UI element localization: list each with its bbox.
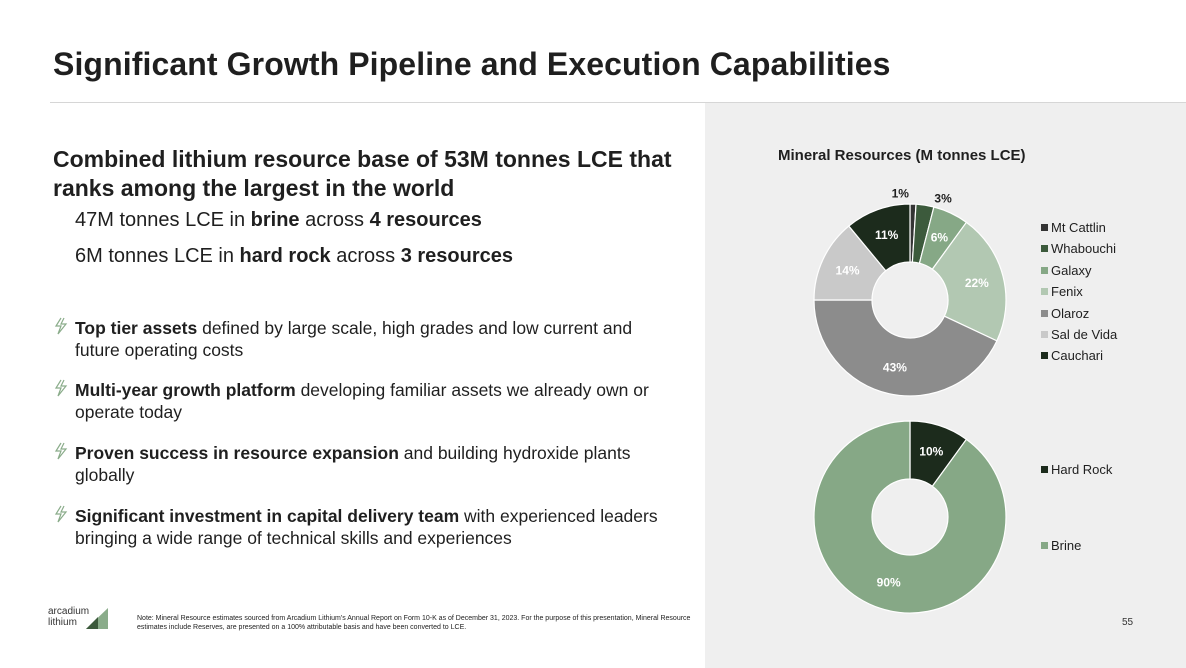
- legend-label: Brine: [1051, 538, 1082, 553]
- legend-swatch: [1041, 352, 1048, 360]
- legend-label: Olaroz: [1051, 305, 1090, 321]
- bullet-bold: Top tier assets: [75, 318, 198, 338]
- data-label-galaxy: 6%: [931, 231, 949, 245]
- legend-swatch: [1041, 245, 1048, 253]
- legend-item-mt-cattlin: Mt Cattlin: [1041, 220, 1117, 241]
- page-number: 55: [1122, 617, 1134, 628]
- legend-item-fenix: Fenix: [1041, 284, 1117, 305]
- data-label-olaroz: 43%: [883, 360, 907, 374]
- bullet-text: Top tier assets defined by large scale, …: [75, 317, 675, 361]
- legend-item-olaroz: Olaroz: [1041, 306, 1117, 327]
- bullet-bold: Proven success in resource expansion: [75, 443, 399, 463]
- data-label-whabouchi: 3%: [934, 191, 952, 205]
- data-label-sal-de-vida: 14%: [836, 264, 860, 278]
- legend-item-cauchari: Cauchari: [1041, 348, 1117, 369]
- lightning-bullet-icon: [54, 505, 68, 523]
- sub-line-brine-bold2: 4 resources: [369, 209, 482, 231]
- legend-label: Whabouchi: [1051, 241, 1117, 257]
- sub-line-hard-rock-bold1: hard rock: [239, 245, 331, 267]
- donut-chart-resource-type: 10% 90%: [813, 420, 1007, 614]
- legend-swatch: [1041, 466, 1048, 473]
- legend-swatch: [1041, 542, 1048, 549]
- legend-swatch: [1041, 309, 1048, 317]
- legend-swatch: [1041, 288, 1048, 296]
- sub-line-brine-pre: 47M tonnes LCE in: [75, 209, 251, 231]
- logo-line1: arcadium: [48, 606, 90, 617]
- legend-label: Fenix: [1051, 284, 1083, 300]
- bullet-rest: developing familiar assets we already ow…: [75, 380, 649, 422]
- legend-swatch: [1041, 266, 1048, 274]
- bullet-rest: with experienced leaders bringing a wide…: [75, 506, 658, 548]
- company-logo: arcadium lithium: [48, 605, 108, 635]
- bullet-rest: and building hydroxide plants globally: [75, 443, 631, 485]
- bullet-text: Significant investment in capital delive…: [75, 505, 675, 549]
- logo-mark-icon: [86, 608, 108, 629]
- legend-item-whabouchi: Whabouchi: [1041, 241, 1117, 262]
- sub-line-hard-rock: 6M tonnes LCE in hard rock across 3 reso…: [75, 245, 513, 268]
- sub-line-brine-bold1: brine: [250, 209, 300, 231]
- legend-swatch: [1041, 224, 1048, 231]
- sub-line-hard-rock-mid: across: [330, 245, 401, 267]
- slide-title: Significant Growth Pipeline and Executio…: [53, 46, 891, 82]
- legend-mineral-resources: Mt Cattlin Whabouchi Galaxy Fenix Olaroz Sal …: [1041, 220, 1117, 370]
- legend-swatch: [1041, 330, 1048, 338]
- slice-cauchari: [847, 203, 911, 272]
- legend-label: Mt Cattlin: [1051, 220, 1106, 235]
- lightning-bullet-icon: [54, 317, 68, 335]
- logo-line2: lithium: [48, 617, 77, 628]
- legend-item-hard-rock: Hard Rock: [1041, 462, 1112, 478]
- bullet-text: Multi-year growth platform developing fa…: [75, 379, 675, 423]
- data-label-hard-rock: 10%: [919, 444, 943, 458]
- bullet-rest: defined by large scale, high grades and …: [75, 318, 633, 360]
- bullet-bold: Multi-year growth platform: [75, 380, 296, 400]
- bullet-bold: Significant investment in capital delive…: [75, 506, 460, 526]
- slice-brine: [813, 420, 1007, 614]
- legend-label: Hard Rock: [1051, 462, 1113, 477]
- legend-resource-type: Hard Rock Brine: [1041, 462, 1161, 562]
- chart-title: Mineral Resources (M tonnes LCE): [778, 147, 1026, 164]
- legend-item-sal-de-vida: Sal de Vida: [1041, 327, 1117, 348]
- title-divider: [50, 102, 1186, 103]
- slice-olaroz: [813, 299, 998, 397]
- footnote: Note: Mineral Resource estimates sourced…: [137, 615, 691, 631]
- legend-item-brine: Brine: [1041, 538, 1081, 554]
- lightning-bullet-icon: [54, 379, 68, 397]
- legend-item-galaxy: Galaxy: [1041, 263, 1117, 284]
- sub-line-hard-rock-bold2: 3 resources: [400, 245, 514, 267]
- legend-label: Galaxy: [1051, 262, 1092, 278]
- donut-chart-mineral-resources: 1% 3% 6% 22% 43% 14% 11%: [813, 186, 1007, 397]
- sub-line-brine: 47M tonnes LCE in brine across 4 resourc…: [75, 209, 482, 232]
- sub-line-brine-mid: across: [299, 209, 370, 231]
- headline: Combined lithium resource base of 53M to…: [53, 146, 672, 201]
- bullet-text: Proven success in resource expansion and…: [75, 442, 675, 486]
- data-label-brine: 90%: [877, 576, 901, 590]
- slice-fenix: [931, 221, 1007, 342]
- legend-label: Sal de Vida: [1051, 326, 1118, 342]
- lightning-bullet-icon: [54, 442, 68, 460]
- data-label-mt-cattlin: 1%: [892, 186, 910, 200]
- legend-label: Cauchari: [1051, 348, 1104, 364]
- data-label-fenix: 22%: [965, 276, 989, 290]
- sub-line-hard-rock-pre: 6M tonnes LCE in: [75, 245, 240, 267]
- data-label-cauchari: 11%: [875, 228, 899, 242]
